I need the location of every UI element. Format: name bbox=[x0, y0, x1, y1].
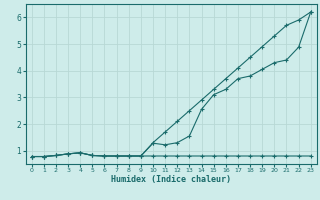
X-axis label: Humidex (Indice chaleur): Humidex (Indice chaleur) bbox=[111, 175, 231, 184]
